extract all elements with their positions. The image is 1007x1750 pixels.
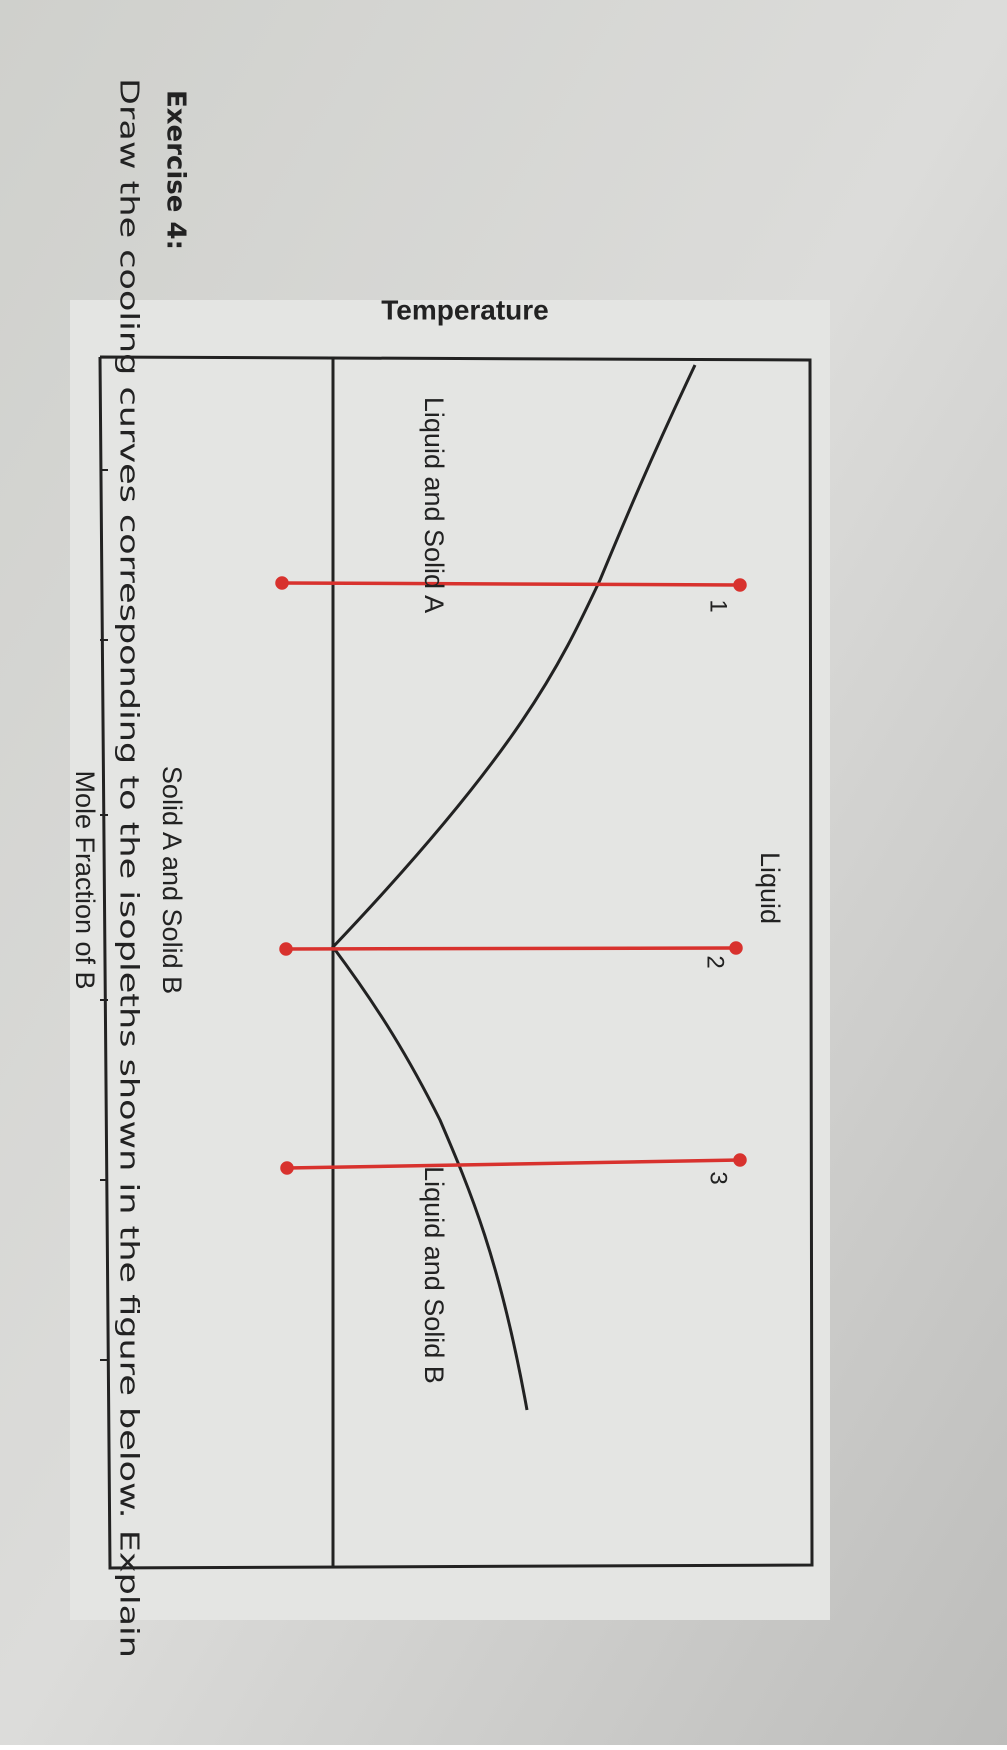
- title: Exercise 4:: [161, 90, 191, 250]
- y-axis-label: Temperature: [381, 294, 549, 325]
- region-label: Liquid and Solid A: [419, 396, 449, 614]
- region-box: Liquid and Solid A: [419, 396, 449, 614]
- instructions: Draw the cooling curves corresponding to…: [114, 78, 144, 1658]
- isopleth-label: 2: [702, 955, 729, 968]
- region-box: Liquid and Solid B: [419, 1166, 449, 1384]
- region-label: Liquid and Solid B: [419, 1166, 449, 1384]
- figure-area: [70, 300, 830, 1620]
- region-label: Liquid: [755, 852, 785, 924]
- region-label: Solid A and Solid B: [157, 766, 187, 994]
- diagram-lines: [98, 355, 814, 1570]
- isopleth-label: 1: [705, 599, 732, 612]
- isopleths: [275, 576, 747, 1175]
- isopleth-label: 3: [705, 1171, 732, 1184]
- x-axis-label: Mole Fraction of B: [70, 770, 100, 989]
